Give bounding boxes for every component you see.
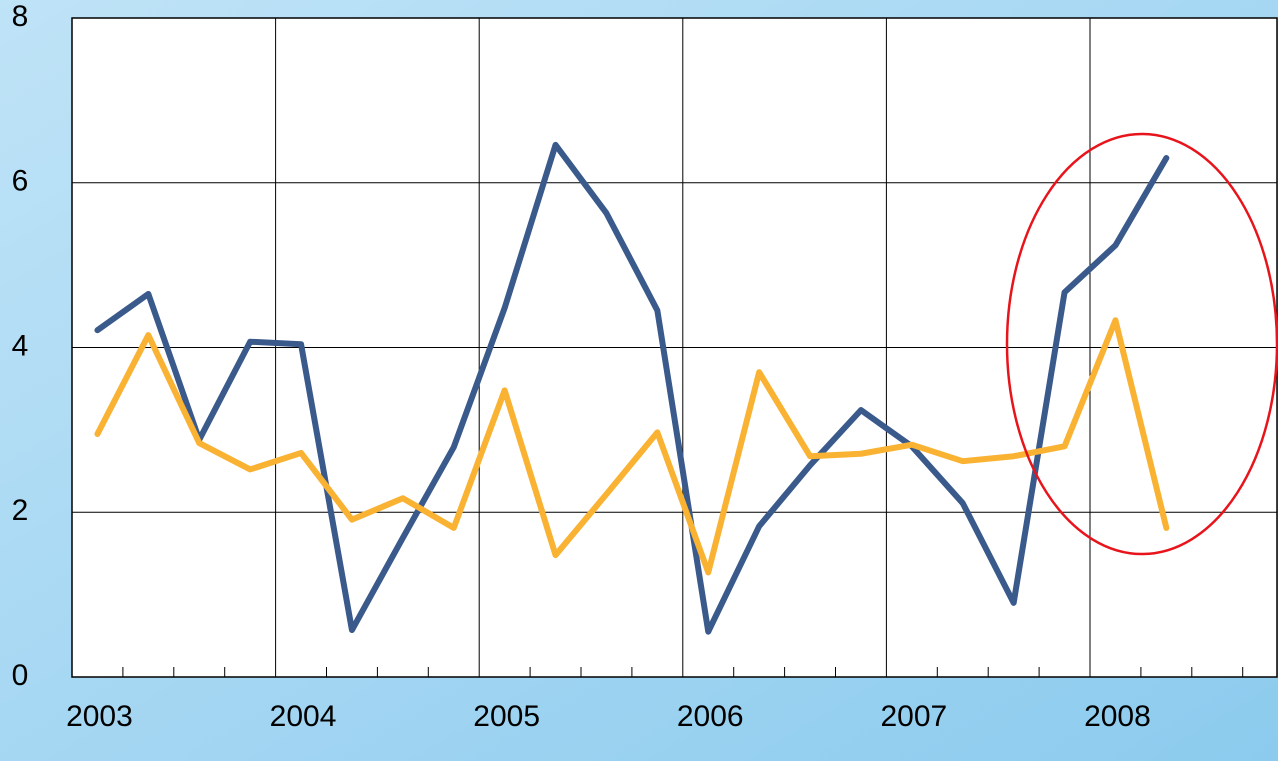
x-tick-label: 2005 — [473, 700, 540, 733]
x-tick-label: 2006 — [677, 700, 744, 733]
plot — [72, 18, 1277, 678]
y-tick-label: 8 — [12, 0, 29, 33]
y-tick-label: 4 — [12, 329, 29, 362]
series-line — [94, 317, 1170, 576]
x-tick-label: 2008 — [1084, 700, 1151, 733]
y-tick-label: 0 — [12, 659, 29, 692]
series-line — [94, 141, 1170, 635]
y-tick-label: 2 — [12, 494, 29, 527]
x-tick-label: 2007 — [880, 700, 947, 733]
x-tick-label: 2004 — [270, 700, 337, 733]
x-tick-label: 2003 — [66, 700, 133, 733]
y-tick-label: 6 — [12, 165, 29, 198]
highlight-ellipse — [1005, 132, 1278, 556]
